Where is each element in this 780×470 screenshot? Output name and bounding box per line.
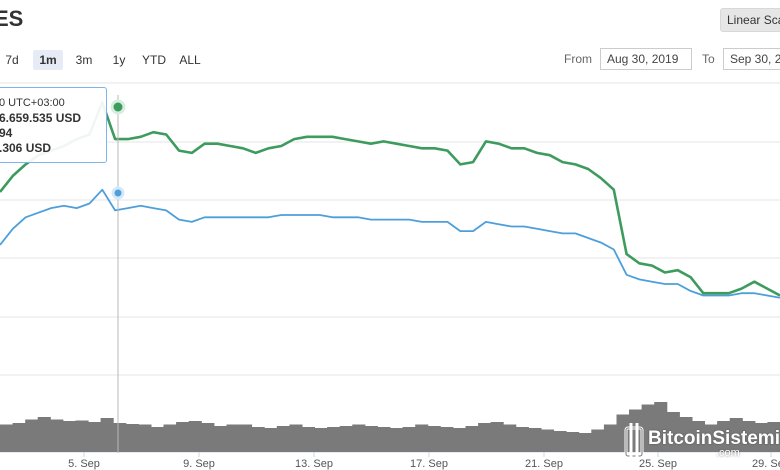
volume-bar [503, 424, 517, 452]
watermark-brand: BitcoinSistemi [648, 428, 780, 449]
tooltip-price: 94 [0, 126, 13, 140]
chart-title: ES [0, 6, 24, 31]
volume-bar [553, 431, 567, 452]
volume-bar [390, 428, 404, 452]
volume-bar [176, 422, 190, 452]
volume-bar [603, 424, 617, 452]
volume-bar [541, 429, 555, 452]
volume-bar [352, 424, 366, 452]
volume-bar [226, 424, 240, 452]
linear-scale-button[interactable]: Linear Sca [720, 8, 780, 32]
volume-bar [415, 424, 429, 452]
volume-bar [427, 426, 441, 452]
price-marker [111, 186, 125, 200]
volume-bar [729, 418, 743, 452]
volume-bar [339, 426, 353, 452]
volume-bar [377, 427, 391, 452]
volume-bar [75, 420, 89, 452]
volume-bar [452, 428, 466, 452]
x-tick-label: 5. Sep [68, 458, 100, 470]
tooltip-market-cap: 6.659.535 USD [0, 111, 82, 125]
volume-bar [301, 427, 315, 452]
volume-bar [591, 429, 605, 452]
volume-bar [100, 418, 114, 452]
volume-bar [37, 417, 51, 452]
tooltip-time: 0 UTC+03:00 [0, 97, 65, 109]
range-7d-button[interactable]: 7d [5, 53, 19, 67]
volume-bar [188, 421, 202, 452]
volume-bar [251, 427, 265, 452]
market-cap-line [0, 101, 780, 297]
volume-bar [264, 428, 278, 452]
volume-bar [151, 427, 165, 452]
volume-bar [163, 424, 177, 452]
volume-bar [364, 426, 378, 452]
volume-bar [641, 404, 655, 452]
volume-bar [239, 424, 253, 452]
range-ytd-button[interactable]: YTD [142, 53, 166, 67]
range-3m-button[interactable]: 3m [75, 53, 93, 67]
range-all-button[interactable]: ALL [179, 53, 201, 67]
from-label: From [564, 52, 592, 66]
from-date-input[interactable]: Aug 30, 2019 [600, 48, 692, 70]
volume-bar [314, 428, 328, 452]
volume-bar [691, 421, 705, 452]
to-label: To [702, 52, 715, 66]
x-tick-label: 17. Sep [410, 458, 448, 470]
volume-bar [465, 426, 479, 452]
volume-bar [515, 427, 529, 452]
price-line [0, 188, 780, 299]
volume-bar [138, 424, 152, 452]
volume-bar [742, 421, 756, 452]
volume-bar [62, 421, 76, 452]
volume-bar [666, 412, 680, 452]
volume-bar [679, 417, 693, 452]
volume-bar [0, 424, 14, 452]
volume-bar [113, 423, 127, 452]
volume-bar [125, 424, 139, 452]
x-tick-label: 25. Sep [639, 458, 677, 470]
volume-bar [276, 426, 290, 452]
volume-bar [12, 423, 26, 452]
volume-bar [50, 419, 64, 452]
market-cap-marker [110, 99, 126, 115]
volume-bar [654, 402, 668, 452]
volume-bar [25, 419, 39, 452]
volume-bar [327, 427, 341, 452]
to-date-input[interactable]: Sep 30, 2 [723, 48, 780, 70]
bitcoin-logo-icon [624, 423, 644, 461]
volume-bar [717, 421, 731, 452]
volume-bar [201, 423, 215, 452]
watermark-sub: .com [716, 447, 740, 459]
x-tick-label: 29. Sep [752, 458, 780, 470]
bitcoinsistemi-watermark: BitcoinSistemi .com [618, 420, 780, 465]
volume-bar [490, 422, 504, 452]
volume-bar [402, 427, 416, 452]
volume-bar [566, 432, 580, 452]
x-tick-label: 21. Sep [525, 458, 563, 470]
range-1m-button[interactable]: 1m [33, 50, 63, 70]
volume-bar [754, 423, 768, 452]
range-1y-button[interactable]: 1y [112, 53, 126, 67]
volume-bar [88, 422, 102, 452]
volume-bar [478, 423, 492, 452]
volume-bar [213, 426, 227, 452]
tooltip-volume: .306 USD [0, 141, 52, 155]
x-tick-label: 9. Sep [183, 458, 215, 470]
chart-tooltip: 0 UTC+03:00 6.659.535 USD 94 .306 USD [0, 87, 107, 163]
volume-bar [767, 422, 780, 452]
x-tick-label: 13. Sep [295, 458, 333, 470]
volume-bar [578, 433, 592, 452]
volume-bar [704, 424, 718, 452]
volume-bar [289, 424, 303, 452]
volume-bar [440, 427, 454, 452]
volume-bar [528, 428, 542, 452]
